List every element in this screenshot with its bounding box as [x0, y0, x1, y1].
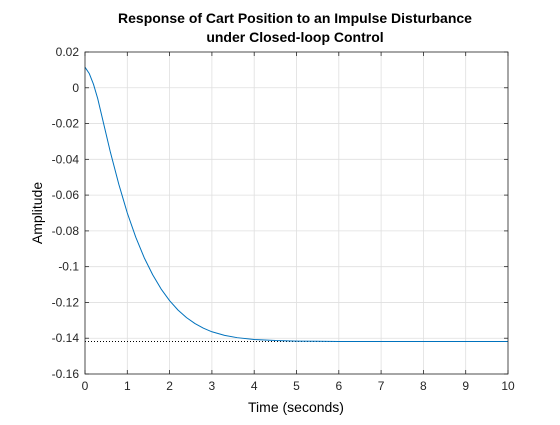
y-tick-label: -0.08 — [52, 224, 80, 238]
x-tick-labels: 0 1 2 3 4 5 6 7 8 9 10 — [82, 379, 515, 393]
y-tick-label: -0.04 — [52, 152, 80, 166]
y-axis-label: Amplitude — [29, 182, 45, 244]
x-tick-label: 6 — [335, 379, 342, 393]
chart-subtitle: under Closed-loop Control — [206, 29, 383, 45]
x-tick-label: 5 — [293, 379, 300, 393]
plot-box — [84, 51, 509, 375]
y-tick-label: -0.1 — [58, 260, 79, 274]
x-tick-label: 9 — [462, 379, 469, 393]
y-tick-label: -0.14 — [52, 331, 80, 345]
y-tick-label: -0.16 — [52, 367, 80, 381]
series-line-0 — [84, 66, 508, 342]
y-tick-label: -0.12 — [52, 295, 80, 309]
x-tick-label: 3 — [209, 379, 216, 393]
y-tick-labels: 0.02 0 -0.02 -0.04 -0.06 -0.08 -0.1 -0.12 -0.14 -… — [52, 45, 80, 381]
x-tick-label: 1 — [124, 379, 131, 393]
x-axis-label: Time (seconds) — [248, 399, 344, 415]
y-tick-label: 0 — [72, 81, 79, 95]
x-tick-label: 10 — [501, 379, 515, 393]
y-tick-label: -0.02 — [52, 117, 80, 131]
chart-title: Response of Cart Position to an Impulse … — [118, 10, 472, 26]
y-tick-label: -0.06 — [52, 188, 80, 202]
series-layer — [84, 66, 508, 342]
x-tick-label: 7 — [378, 379, 385, 393]
x-tick-label: 4 — [251, 379, 258, 393]
y-tick-label: 0.02 — [56, 45, 80, 59]
x-tick-label: 0 — [82, 379, 89, 393]
x-tick-label: 2 — [166, 379, 173, 393]
x-tick-label: 8 — [420, 379, 427, 393]
